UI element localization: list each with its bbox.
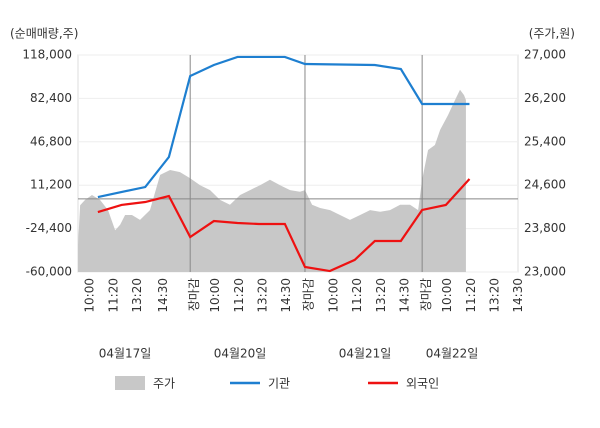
y2-axis-label: (주가,원) [529,27,575,41]
y-tick-label: -60,000 [26,265,72,279]
day-label: 04월21일 [339,347,392,361]
y-tick-label: 118,000 [22,48,72,62]
y-tick-label: 46,800 [30,134,72,148]
x-tick-label: 11:20 [106,278,120,313]
line-1 [97,55,470,199]
y-tick-label: 11,200 [30,178,72,192]
day-label: 04월22일 [426,347,479,361]
y-tick-label: 82,400 [30,91,72,105]
y2-tick-label: 27,000 [524,48,566,62]
x-tick-label: 11:20 [232,278,246,313]
x-tick-label: 11:20 [464,278,478,313]
price-area [78,89,466,272]
y2-tick-label: 23,000 [524,265,566,279]
x-tick-label: 11:20 [350,278,364,313]
x-tick-label: 13:20 [256,278,270,313]
x-tick-label: 14:30 [398,278,412,313]
day-label: 04월17일 [99,347,152,361]
x-tick-label: 10:00 [440,278,454,313]
x-tick-label: 10:00 [327,278,341,313]
x-tick-label: 13:20 [374,278,388,313]
y-tick-label: -24,400 [26,221,72,235]
x-tick-label: 14:30 [279,278,293,313]
y2-tick-label: 24,600 [524,178,566,192]
legend-label: 주가 [153,377,175,391]
x-tick-label: 장마감 [187,278,201,311]
x-tick-label: 14:30 [511,278,525,313]
x-tick-label: 장마감 [302,278,316,311]
y-axis-label: (순매매량,주) [10,27,78,41]
x-tick-label: 14:30 [156,278,170,313]
x-tick-label: 장마감 [419,278,433,311]
x-tick-label: 13:20 [130,278,144,313]
y2-tick-label: 26,200 [524,91,566,105]
line-2 [97,178,471,273]
x-tick-label: 10:00 [83,278,97,313]
y2-tick-label: 25,400 [524,134,566,148]
x-tick-label: 13:20 [487,278,501,313]
y2-tick-label: 23,800 [524,221,566,235]
x-tick-label: 10:00 [208,278,222,313]
legend-label: 기관 [268,377,290,391]
legend-label: 외국인 [406,377,439,391]
legend-swatch [115,376,145,390]
day-label: 04월20일 [214,347,267,361]
